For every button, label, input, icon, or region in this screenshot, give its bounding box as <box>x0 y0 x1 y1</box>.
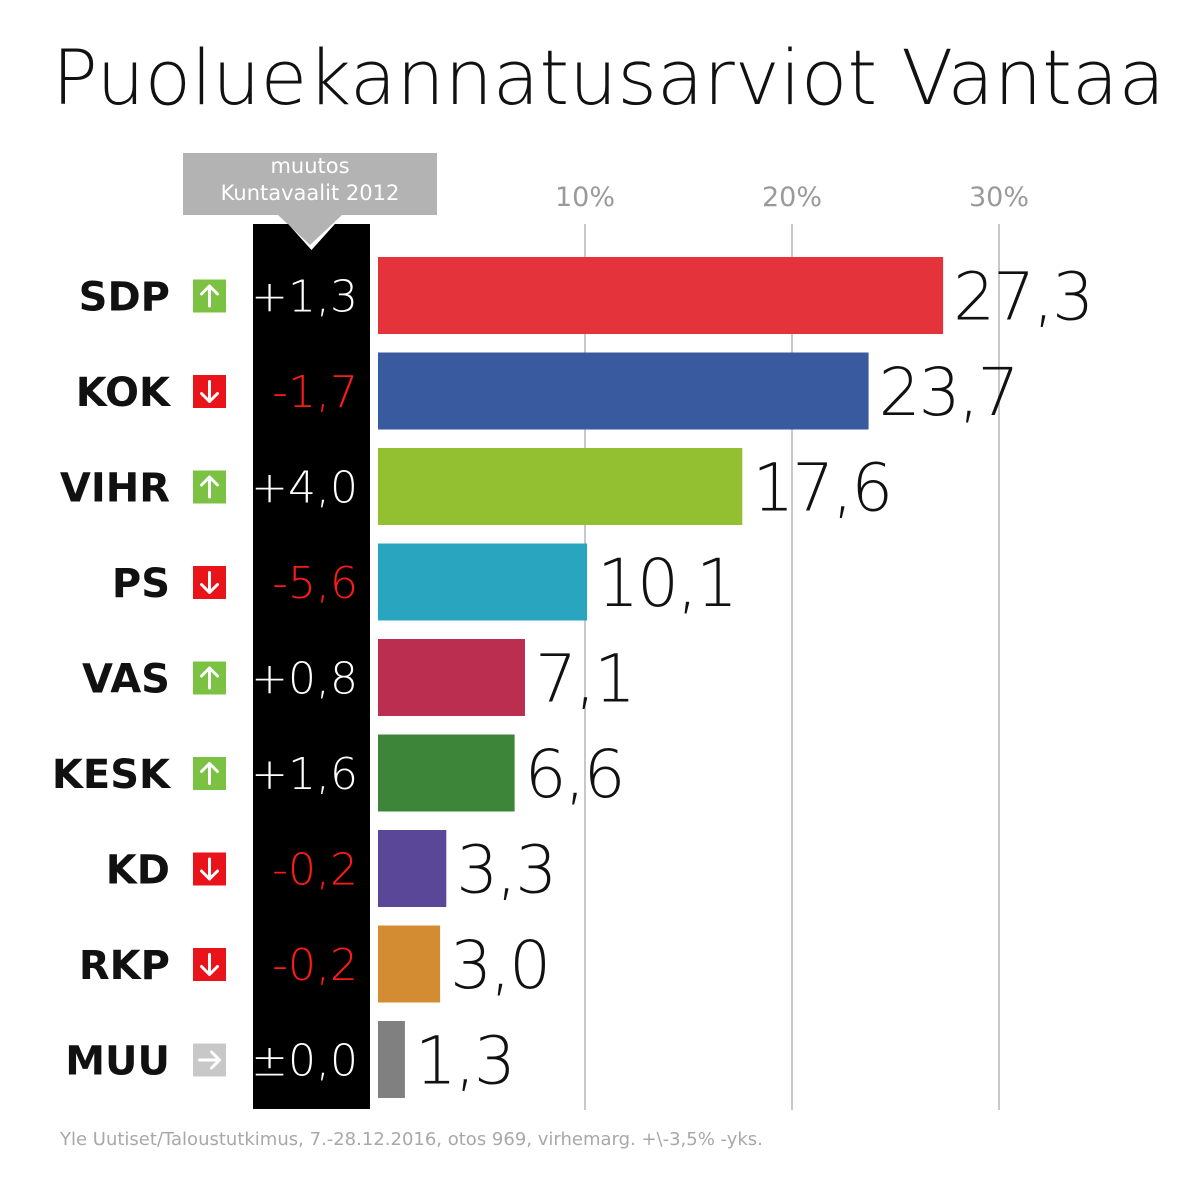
change-header-line2: Kuntavaalit 2012 <box>220 181 400 205</box>
change-value: +1,3 <box>251 272 358 323</box>
value-label: 10,1 <box>597 545 736 622</box>
value-label: 6,6 <box>525 736 624 813</box>
arrow-glyph <box>200 666 219 690</box>
change-header-line1: muutos <box>270 154 350 178</box>
arrow-glyph <box>200 857 219 881</box>
arrow-glyph <box>200 475 219 499</box>
party-label: MUU <box>65 1039 170 1085</box>
value-label: 3,0 <box>450 927 549 1004</box>
change-value: +4,0 <box>251 463 358 514</box>
bar-muu <box>378 1021 405 1098</box>
change-column-header: muutos Kuntavaalit 2012 <box>183 153 437 215</box>
change-value: +0,8 <box>251 654 358 705</box>
party-label: KOK <box>76 370 172 416</box>
value-label: 7,1 <box>535 641 634 718</box>
page-title: Puoluekannatusarviot Vantaa <box>52 33 1166 122</box>
bar-sdp <box>378 257 944 334</box>
bar-kd <box>378 830 447 907</box>
arrow-glyph <box>200 762 219 785</box>
party-label: PS <box>112 561 170 607</box>
bar-vihr <box>378 448 743 525</box>
value-label: 1,3 <box>415 1023 514 1100</box>
value-label: 17,6 <box>752 450 891 527</box>
value-label: 23,7 <box>879 354 1018 431</box>
arrow-glyph <box>200 571 219 594</box>
change-value: +1,6 <box>251 749 358 800</box>
party-label: KESK <box>52 752 172 798</box>
arrow-glyph <box>200 953 219 976</box>
bar-rkp <box>378 925 441 1003</box>
party-label: KD <box>106 848 170 894</box>
bar-ps <box>378 543 588 621</box>
party-label: VIHR <box>60 466 170 512</box>
change-column-background <box>253 224 370 1109</box>
party-label: RKP <box>79 943 170 989</box>
change-value: -1,7 <box>272 367 358 418</box>
x-tick-label: 20% <box>762 182 822 213</box>
party-label: VAS <box>82 657 170 703</box>
source-footer: Yle Uutiset/Taloustutkimus, 7.-28.12.201… <box>60 1129 763 1150</box>
bar-kok <box>378 352 869 430</box>
arrow-glyph <box>200 380 219 403</box>
arrow-glyph <box>200 284 219 308</box>
arrow-glyph <box>198 1050 221 1070</box>
bar-kesk <box>378 734 515 812</box>
value-label: 27,3 <box>953 259 1092 336</box>
party-label: SDP <box>79 275 170 321</box>
change-value: ±0,0 <box>251 1036 358 1087</box>
change-value: -0,2 <box>272 845 358 896</box>
value-label: 3,3 <box>456 832 555 909</box>
x-tick-label: 30% <box>969 182 1029 213</box>
x-tick-label: 10% <box>555 182 615 213</box>
bar-vas <box>378 639 525 716</box>
change-value: -0,2 <box>272 940 358 991</box>
change-value: -5,6 <box>272 558 358 609</box>
